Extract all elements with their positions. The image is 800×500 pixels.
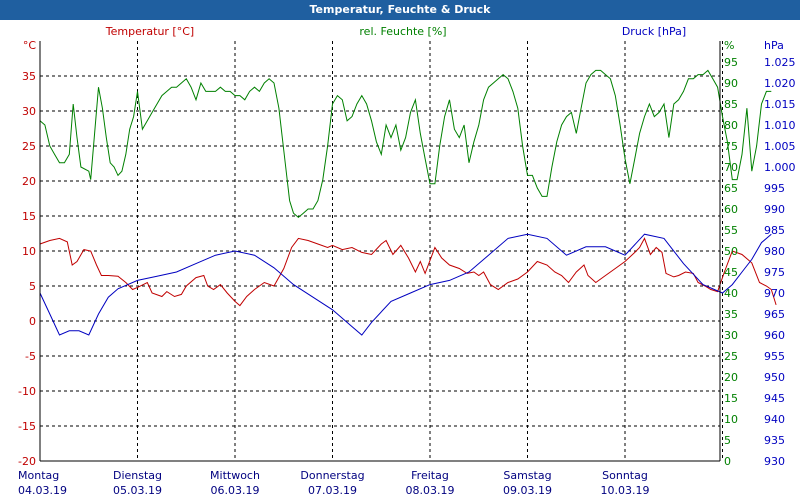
temperature-tick-label: 25 bbox=[22, 140, 36, 153]
series-line-pressure bbox=[39, 233, 772, 336]
humidity-tick-label: 65 bbox=[724, 182, 738, 195]
pressure-tick-label: 965 bbox=[764, 308, 785, 321]
humidity-tick-label: 40 bbox=[724, 287, 738, 300]
x-day-label: Sonntag bbox=[602, 469, 648, 482]
temperature-tick-label: 10 bbox=[22, 245, 36, 258]
pressure-tick-label: 1.000 bbox=[764, 161, 796, 174]
temperature-tick-label: -5 bbox=[25, 350, 36, 363]
x-day-label: Dienstag bbox=[113, 469, 162, 482]
x-date-label: 07.03.19 bbox=[308, 484, 357, 497]
humidity-tick-label: 70 bbox=[724, 161, 738, 174]
x-date-label: 04.03.19 bbox=[18, 484, 67, 497]
x-date-label: 05.03.19 bbox=[113, 484, 162, 497]
humidity-tick-label: 0 bbox=[724, 455, 731, 468]
x-date-label: 06.03.19 bbox=[211, 484, 260, 497]
humidity-tick-label: 95 bbox=[724, 56, 738, 69]
pressure-tick-label: 1.005 bbox=[764, 140, 796, 153]
pressure-tick-label: 950 bbox=[764, 371, 785, 384]
x-day-label: Donnerstag bbox=[300, 469, 364, 482]
temperature-tick-label: 15 bbox=[22, 210, 36, 223]
humidity-axis-title: rel. Feuchte [%] bbox=[359, 25, 446, 38]
humidity-unit-label: % bbox=[724, 39, 734, 52]
chart-title: Temperatur, Feuchte & Druck bbox=[0, 0, 800, 20]
pressure-tick-label: 930 bbox=[764, 455, 785, 468]
temperature-tick-label: 5 bbox=[29, 280, 36, 293]
x-date-label: 09.03.19 bbox=[503, 484, 552, 497]
x-day-label: Montag bbox=[18, 469, 59, 482]
humidity-tick-label: 80 bbox=[724, 119, 738, 132]
pressure-tick-label: 1.015 bbox=[764, 98, 796, 111]
series-line-temperature bbox=[39, 237, 777, 307]
pressure-tick-label: 960 bbox=[764, 329, 785, 342]
humidity-tick-label: 5 bbox=[724, 434, 731, 447]
humidity-tick-label: 90 bbox=[724, 77, 738, 90]
pressure-tick-label: 1.025 bbox=[764, 56, 796, 69]
temperature-tick-label: -10 bbox=[18, 385, 36, 398]
pressure-tick-label: 1.020 bbox=[764, 77, 796, 90]
pressure-tick-label: 975 bbox=[764, 266, 785, 279]
x-day-label: Samstag bbox=[503, 469, 551, 482]
pressure-tick-label: 945 bbox=[764, 392, 785, 405]
temperature-tick-label: -15 bbox=[18, 420, 36, 433]
pressure-tick-label: 990 bbox=[764, 203, 785, 216]
humidity-tick-label: 60 bbox=[724, 203, 738, 216]
pressure-unit-label: hPa bbox=[764, 39, 784, 52]
pressure-tick-label: 935 bbox=[764, 434, 785, 447]
humidity-tick-label: 25 bbox=[724, 350, 738, 363]
humidity-tick-label: 45 bbox=[724, 266, 738, 279]
humidity-tick-label: 30 bbox=[724, 329, 738, 342]
temperature-unit-label: °C bbox=[23, 39, 37, 52]
temperature-tick-label: 20 bbox=[22, 175, 36, 188]
pressure-tick-label: 995 bbox=[764, 182, 785, 195]
humidity-tick-label: 50 bbox=[724, 245, 738, 258]
temperature-tick-label: 30 bbox=[22, 105, 36, 118]
x-date-label: 10.03.19 bbox=[601, 484, 650, 497]
pressure-axis-title: Druck [hPa] bbox=[622, 25, 686, 38]
temperature-tick-label: 0 bbox=[29, 315, 36, 328]
x-day-label: Mittwoch bbox=[210, 469, 260, 482]
temperature-tick-label: -20 bbox=[18, 455, 36, 468]
temperature-axis-title: Temperatur [°C] bbox=[105, 25, 194, 38]
humidity-tick-label: 55 bbox=[724, 224, 738, 237]
pressure-tick-label: 1.010 bbox=[764, 119, 796, 132]
humidity-tick-label: 15 bbox=[724, 392, 738, 405]
humidity-tick-label: 10 bbox=[724, 413, 738, 426]
temperature-tick-label: 35 bbox=[22, 70, 36, 83]
series-line-humidity bbox=[39, 69, 772, 219]
x-day-label: Freitag bbox=[411, 469, 449, 482]
pressure-tick-label: 955 bbox=[764, 350, 785, 363]
humidity-tick-label: 85 bbox=[724, 98, 738, 111]
humidity-tick-label: 35 bbox=[724, 308, 738, 321]
humidity-tick-label: 20 bbox=[724, 371, 738, 384]
pressure-tick-label: 940 bbox=[764, 413, 785, 426]
x-date-label: 08.03.19 bbox=[406, 484, 455, 497]
humidity-tick-label: 75 bbox=[724, 140, 738, 153]
pressure-tick-label: 985 bbox=[764, 224, 785, 237]
pressure-tick-label: 970 bbox=[764, 287, 785, 300]
pressure-tick-label: 980 bbox=[764, 245, 785, 258]
